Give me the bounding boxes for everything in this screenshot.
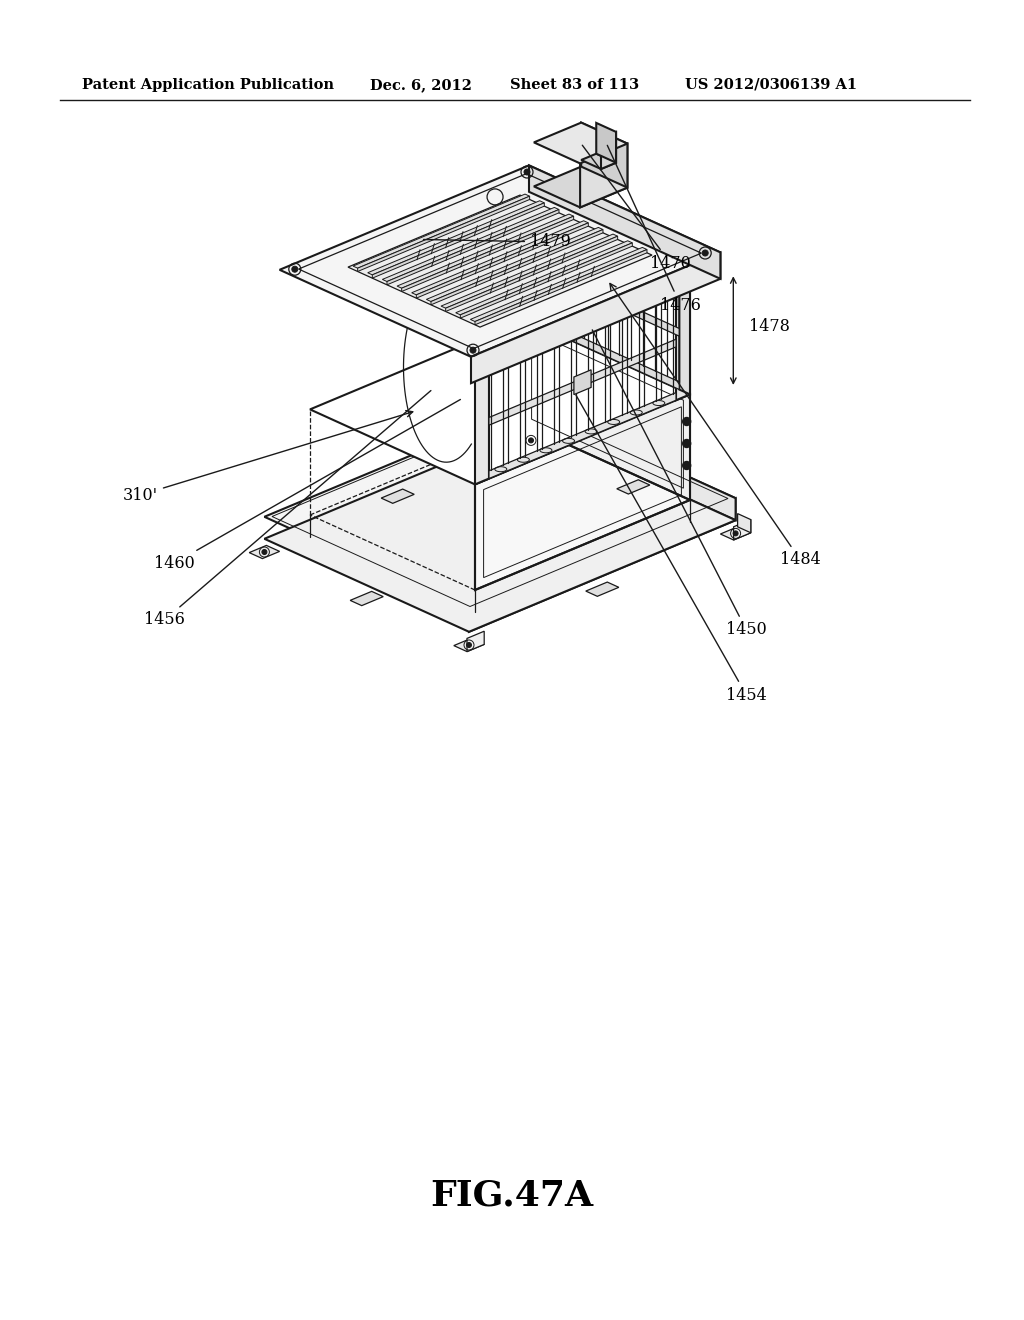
Circle shape bbox=[467, 643, 471, 648]
Polygon shape bbox=[417, 223, 589, 298]
Polygon shape bbox=[529, 165, 721, 279]
Polygon shape bbox=[475, 395, 690, 590]
Polygon shape bbox=[249, 545, 280, 558]
Polygon shape bbox=[461, 243, 632, 318]
Text: US 2012/0306139 A1: US 2012/0306139 A1 bbox=[685, 78, 857, 92]
Polygon shape bbox=[264, 405, 735, 610]
Polygon shape bbox=[489, 286, 676, 372]
Polygon shape bbox=[467, 631, 484, 652]
Circle shape bbox=[524, 169, 530, 176]
Polygon shape bbox=[470, 247, 647, 322]
Polygon shape bbox=[489, 339, 676, 425]
Text: 1470: 1470 bbox=[583, 145, 691, 272]
Polygon shape bbox=[536, 210, 679, 282]
Polygon shape bbox=[534, 166, 628, 207]
Circle shape bbox=[262, 549, 267, 554]
Circle shape bbox=[683, 440, 691, 447]
Text: Patent Application Publication: Patent Application Publication bbox=[82, 78, 334, 92]
Polygon shape bbox=[471, 252, 721, 383]
Polygon shape bbox=[373, 203, 545, 279]
Polygon shape bbox=[489, 392, 676, 479]
Polygon shape bbox=[616, 479, 650, 494]
Circle shape bbox=[470, 347, 476, 354]
Text: 1456: 1456 bbox=[144, 391, 431, 628]
Text: Dec. 6, 2012: Dec. 6, 2012 bbox=[370, 78, 472, 92]
Polygon shape bbox=[469, 498, 735, 632]
Circle shape bbox=[702, 249, 709, 256]
Polygon shape bbox=[536, 263, 679, 337]
Polygon shape bbox=[531, 405, 735, 520]
Polygon shape bbox=[525, 205, 536, 325]
Polygon shape bbox=[382, 207, 559, 281]
Polygon shape bbox=[534, 421, 546, 440]
Text: Sheet 83 of 113: Sheet 83 of 113 bbox=[510, 78, 639, 92]
Text: 310': 310' bbox=[123, 411, 413, 503]
Polygon shape bbox=[397, 214, 573, 288]
Polygon shape bbox=[454, 639, 484, 652]
Polygon shape bbox=[582, 123, 628, 187]
Text: 1479: 1479 bbox=[424, 234, 570, 251]
Polygon shape bbox=[536, 317, 679, 389]
Text: 1484: 1484 bbox=[610, 284, 821, 569]
Polygon shape bbox=[475, 249, 647, 325]
Circle shape bbox=[683, 417, 691, 425]
Polygon shape bbox=[401, 216, 573, 292]
Polygon shape bbox=[733, 520, 751, 540]
Polygon shape bbox=[310, 319, 690, 484]
Polygon shape bbox=[475, 364, 489, 484]
Circle shape bbox=[528, 438, 534, 444]
Polygon shape bbox=[445, 236, 617, 312]
Polygon shape bbox=[737, 513, 751, 533]
Polygon shape bbox=[676, 280, 690, 400]
Circle shape bbox=[292, 267, 298, 272]
Text: 1460: 1460 bbox=[155, 400, 461, 572]
Polygon shape bbox=[387, 210, 559, 285]
Text: 1454: 1454 bbox=[575, 395, 767, 704]
Text: 1476: 1476 bbox=[607, 145, 700, 314]
Polygon shape bbox=[516, 434, 546, 447]
Polygon shape bbox=[581, 144, 628, 207]
Polygon shape bbox=[426, 227, 603, 301]
Polygon shape bbox=[601, 132, 616, 169]
Polygon shape bbox=[280, 165, 721, 356]
Polygon shape bbox=[353, 194, 529, 268]
Polygon shape bbox=[357, 197, 529, 272]
Polygon shape bbox=[596, 123, 616, 162]
Text: 1450: 1450 bbox=[592, 330, 767, 639]
Polygon shape bbox=[350, 591, 383, 606]
Polygon shape bbox=[368, 201, 545, 275]
Polygon shape bbox=[456, 240, 632, 315]
Polygon shape bbox=[441, 234, 617, 308]
Circle shape bbox=[683, 462, 691, 470]
Polygon shape bbox=[348, 195, 652, 327]
Polygon shape bbox=[586, 582, 618, 597]
Text: FIG.47A: FIG.47A bbox=[430, 1177, 594, 1212]
Circle shape bbox=[733, 531, 738, 536]
Polygon shape bbox=[264, 428, 735, 632]
Polygon shape bbox=[679, 275, 690, 395]
Text: 1478: 1478 bbox=[749, 318, 790, 334]
Polygon shape bbox=[721, 527, 751, 540]
Polygon shape bbox=[582, 153, 616, 169]
Polygon shape bbox=[525, 319, 690, 500]
Polygon shape bbox=[573, 370, 591, 395]
Polygon shape bbox=[381, 490, 415, 503]
Polygon shape bbox=[431, 230, 603, 305]
Polygon shape bbox=[412, 220, 589, 294]
Polygon shape bbox=[534, 123, 628, 164]
